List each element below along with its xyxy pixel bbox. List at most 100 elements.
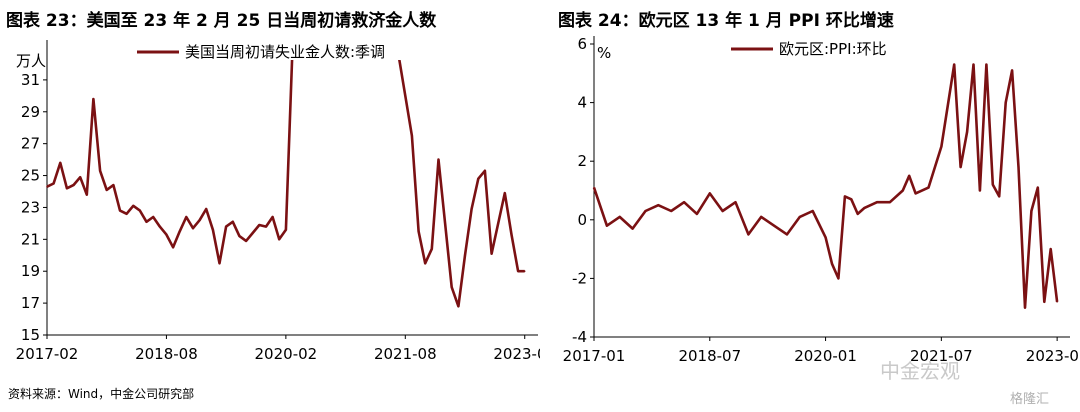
claims-y-tick-label: 25 — [21, 167, 40, 185]
claims-data-point — [99, 170, 101, 172]
ppi-data-point — [940, 145, 943, 148]
claims-data-point — [86, 193, 88, 196]
ppi-data-point — [747, 233, 750, 236]
ppi-data-point — [908, 175, 910, 177]
ppi-y-tick-label: -4 — [572, 328, 587, 346]
claims-data-point — [92, 98, 95, 100]
ppi-data-point — [1037, 186, 1039, 189]
ppi-x-tick-label: 2021-07 — [910, 347, 973, 365]
jobless-claims-chart: 15 17 19 21 23 25 27 29 31 2017-02 2018-08 2020-02 2… — [16, 40, 540, 363]
ppi-data-point — [850, 198, 853, 201]
claims-x-tick-label: 2018-08 — [135, 345, 198, 363]
ppi-data-point — [683, 201, 685, 203]
ppi-data-point — [985, 63, 988, 66]
claims-data-point — [205, 208, 207, 210]
claims-data-point — [232, 221, 234, 223]
ppi-data-point — [1043, 301, 1046, 303]
ppi-data-point — [593, 186, 595, 189]
claims-x-tick-label: 2017-02 — [16, 345, 79, 363]
watermark-brand: 中金宏观 — [880, 359, 960, 383]
ppi-data-point — [1004, 101, 1007, 104]
claims-data-point — [192, 227, 194, 229]
ppi-data-point — [696, 213, 698, 215]
claims-data-point — [145, 221, 148, 223]
source-note: 资料来源：Wind，中金公司研究部 — [8, 387, 195, 401]
ppi-data-point — [1030, 210, 1033, 212]
ppi-x-tick-label: 2017-01 — [563, 347, 626, 365]
claims-data-point — [172, 246, 174, 249]
claims-data-point — [139, 209, 141, 212]
claims-data-point — [125, 213, 128, 215]
ppi-data-point — [992, 183, 994, 186]
ppi-data-point — [709, 192, 711, 195]
claims-data-point — [72, 184, 75, 186]
ppi-y-unit-label: % — [597, 44, 611, 62]
ppi-data-point — [773, 224, 775, 227]
claims-data-point — [424, 262, 427, 265]
ppi-data-point — [786, 233, 788, 236]
ppi-x-tick-label: 2018-07 — [678, 347, 741, 365]
watermark-site: 格隆汇 — [1010, 392, 1050, 407]
claims-data-point — [238, 235, 241, 237]
claims-x-tick-label: 2020-02 — [255, 345, 318, 363]
ppi-data-point — [670, 210, 672, 212]
claims-data-point — [497, 222, 500, 225]
claims-data-point — [278, 238, 281, 241]
claims-data-point — [510, 233, 513, 236]
ppi-data-point — [734, 201, 737, 203]
ppi-data-point — [644, 210, 647, 212]
ppi-data-point — [889, 201, 891, 203]
claims-x-tick-label: 2023-02 — [493, 345, 540, 363]
claims-data-point — [411, 134, 413, 137]
claims-data-point — [271, 216, 274, 218]
ppi-data-point — [959, 166, 962, 168]
claims-data-point — [490, 252, 493, 255]
ppi-x-tick-label: 2023-01 — [1026, 347, 1080, 365]
ppi-y-tick-label: -2 — [572, 269, 587, 287]
ppi-data-point — [837, 277, 840, 280]
claims-data-point — [178, 230, 181, 233]
claims-data-point — [52, 182, 55, 185]
claims-data-point — [66, 187, 68, 190]
claims-data-point — [59, 162, 62, 164]
claims-data-point — [444, 222, 446, 225]
claims-data-point — [484, 170, 486, 172]
claims-data-point — [477, 177, 480, 180]
claims-y-tick-label: 23 — [21, 198, 40, 216]
chart-title-euro-ppi: 图表 24：欧元区 13 年 1 月 PPI 环比增速 — [558, 11, 894, 31]
ppi-data-point — [1024, 306, 1026, 309]
ppi-data-point — [811, 210, 814, 212]
ppi-data-point — [1056, 301, 1058, 303]
ppi-data-point — [824, 236, 827, 239]
chart-title-jobless-claims: 图表 23：美国至 23 年 2 月 25 日当周初请救济金人数 — [6, 11, 437, 31]
ppi-data-point — [606, 224, 608, 227]
claims-data-point — [251, 232, 254, 234]
claims-data-point — [464, 254, 466, 257]
claims-data-point — [517, 270, 519, 273]
claims-data-point — [225, 225, 227, 228]
claims-y-tick-label: 21 — [21, 230, 40, 248]
claims-data-point — [265, 225, 267, 228]
ppi-legend-label: 欧元区:PPI:环比 — [779, 40, 887, 58]
ppi-y-tick-label: 4 — [577, 94, 587, 112]
claims-data-point — [245, 240, 247, 242]
claims-y-tick-label: 19 — [21, 262, 40, 280]
ppi-data-point — [914, 192, 917, 195]
ppi-data-point — [856, 213, 859, 215]
ppi-data-point — [876, 201, 878, 203]
claims-data-point — [198, 219, 201, 221]
claims-data-point — [218, 262, 221, 265]
claims-data-point — [450, 286, 453, 289]
euro-ppi-chart: -4 -2 0 2 4 6 2017-01 2018-07 2020-01 2021-07 2023… — [563, 35, 1080, 365]
ppi-data-point — [1049, 248, 1052, 250]
ppi-data-point — [998, 195, 1000, 198]
ppi-data-point — [844, 195, 846, 198]
claims-data-point — [523, 270, 526, 273]
ppi-data-point — [618, 216, 621, 218]
claims-data-point — [437, 158, 440, 161]
claims-data-point — [46, 185, 48, 188]
claims-data-point — [185, 216, 188, 218]
ppi-data-point — [1011, 69, 1013, 72]
claims-y-tick-label: 15 — [21, 326, 40, 344]
claims-y-tick-label: 27 — [21, 135, 40, 153]
